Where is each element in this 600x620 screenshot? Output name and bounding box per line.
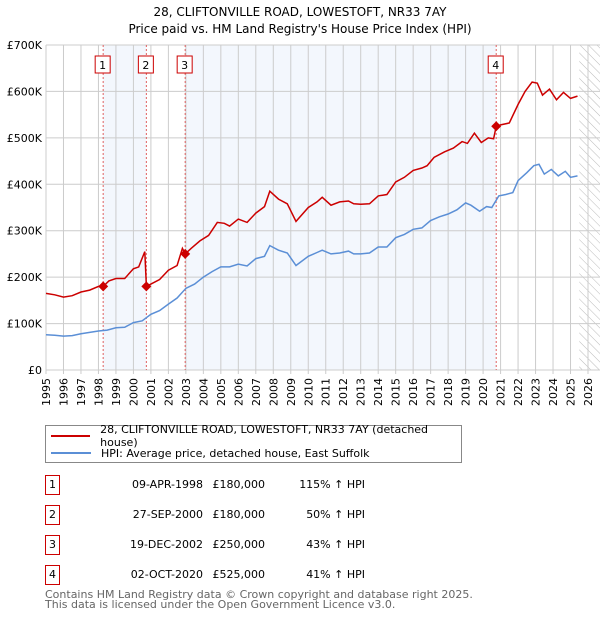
x-tick-label: 2018	[442, 378, 455, 406]
y-tick-label: £500K	[7, 132, 43, 145]
x-tick-label: 2002	[162, 378, 175, 406]
x-tick-label: 2009	[285, 378, 298, 406]
legend-item-property: 28, CLIFTONVILLE ROAD, LOWESTOFT, NR33 7…	[51, 423, 461, 449]
x-tick-label: 1996	[57, 378, 70, 406]
x-tick-label: 2000	[127, 378, 140, 406]
sale-row: 1 09-APR-1998 £180,000 115% ↑ HPI	[45, 475, 465, 495]
sale-price: £180,000	[212, 478, 266, 491]
y-tick-label: £0	[28, 364, 42, 377]
sale-number: 4	[45, 565, 60, 585]
sale-period-shade	[185, 45, 497, 370]
x-tick-label: 2017	[425, 378, 438, 406]
x-tick-label: 2005	[215, 378, 228, 406]
y-tick-label: £600K	[7, 85, 43, 98]
x-tick-label: 2001	[145, 378, 158, 406]
x-tick-label: 2007	[250, 378, 263, 406]
y-tick-label: £400K	[7, 178, 43, 191]
y-tick-label: £700K	[7, 39, 43, 52]
sale-hpi-diff: 115% ↑ HPI	[299, 478, 365, 491]
sale-row: 3 19-DEC-2002 £250,000 43% ↑ HPI	[45, 535, 465, 555]
sale-hpi-diff: 50% ↑ HPI	[306, 508, 365, 521]
sale-label-number: 2	[142, 59, 149, 72]
sale-price: £525,000	[212, 568, 266, 581]
sale-hpi-diff: 41% ↑ HPI	[306, 568, 365, 581]
x-tick-label: 2026	[582, 378, 595, 406]
x-tick-label: 1997	[75, 378, 88, 406]
x-tick-label: 2004	[197, 378, 210, 406]
forecast-hatch	[579, 45, 600, 370]
x-tick-label: 2003	[180, 378, 193, 406]
sale-label-box	[94, 55, 111, 74]
x-tick-label: 2012	[337, 378, 350, 406]
sale-number: 3	[45, 535, 60, 555]
sale-label-box	[487, 55, 504, 74]
legend-label: HPI: Average price, detached house, East…	[101, 446, 370, 460]
sale-point	[491, 121, 502, 132]
footer-licence: This data is licensed under the Open Gov…	[45, 598, 396, 611]
x-tick-label: 2016	[407, 378, 420, 406]
x-tick-label: 2023	[530, 378, 543, 406]
x-tick-label: 2025	[565, 378, 578, 406]
sale-point	[180, 248, 191, 259]
x-tick-label: 2021	[495, 378, 508, 406]
x-tick-label: 2006	[232, 378, 245, 406]
sale-date: 02-OCT-2020	[130, 568, 203, 581]
footer-copyright: Contains HM Land Registry data © Crown c…	[45, 588, 473, 601]
sale-label-number: 3	[181, 59, 188, 72]
sale-point	[141, 281, 152, 292]
chart-title: 28, CLIFTONVILLE ROAD, LOWESTOFT, NR33 7…	[154, 5, 448, 19]
footer: Contains HM Land Registry data © Crown c…	[45, 588, 473, 611]
x-tick-label: 2011	[320, 378, 333, 406]
sale-number: 2	[45, 505, 60, 525]
sale-row: 4 02-OCT-2020 £525,000 41% ↑ HPI	[45, 565, 465, 585]
sale-price: £250,000	[212, 538, 266, 551]
sale-date: 09-APR-1998	[131, 478, 203, 491]
y-tick-label: £100K	[7, 318, 43, 331]
x-tick-label: 2014	[372, 378, 385, 406]
y-tick-label: £200K	[7, 271, 43, 284]
x-tick-label: 2008	[267, 378, 280, 406]
x-tick-label: 2015	[390, 378, 403, 406]
sale-price: £180,000	[212, 508, 266, 521]
legend: 28, CLIFTONVILLE ROAD, LOWESTOFT, NR33 7…	[45, 423, 462, 463]
sale-hpi-diff: 43% ↑ HPI	[306, 538, 365, 551]
legend-label: 28, CLIFTONVILLE ROAD, LOWESTOFT, NR33 7…	[100, 423, 429, 449]
sale-label-box	[176, 55, 193, 74]
x-tick-label: 1995	[40, 378, 53, 406]
hpi-line	[45, 163, 578, 337]
sale-date: 19-DEC-2002	[129, 538, 203, 551]
sale-label-number: 4	[492, 59, 499, 72]
sale-point	[98, 281, 109, 292]
sale-number: 1	[45, 475, 60, 495]
x-tick-label: 1998	[92, 378, 105, 406]
sale-period-shade	[103, 45, 147, 370]
x-tick-label: 2022	[512, 378, 525, 406]
sale-row: 2 27-SEP-2000 £180,000 50% ↑ HPI	[45, 505, 465, 525]
x-tick-label: 2024	[547, 378, 560, 406]
legend-swatch-blue	[51, 452, 91, 454]
legend-swatch-red	[51, 435, 91, 437]
sale-date: 27-SEP-2000	[132, 508, 203, 521]
x-tick-label: 2020	[477, 378, 490, 406]
sale-label-number: 1	[99, 59, 106, 72]
legend-item-hpi: HPI: Average price, detached house, East…	[51, 445, 370, 461]
x-tick-label: 2010	[302, 378, 315, 406]
x-tick-label: 2019	[460, 378, 473, 406]
chart-subtitle: Price paid vs. HM Land Registry's House …	[128, 22, 471, 36]
y-tick-label: £300K	[7, 225, 43, 238]
x-tick-label: 2013	[355, 378, 368, 406]
sale-label-box	[137, 55, 154, 74]
price-chart: 28, CLIFTONVILLE ROAD, LOWESTOFT, NR33 7…	[7, 5, 600, 406]
x-tick-label: 1999	[110, 378, 123, 406]
